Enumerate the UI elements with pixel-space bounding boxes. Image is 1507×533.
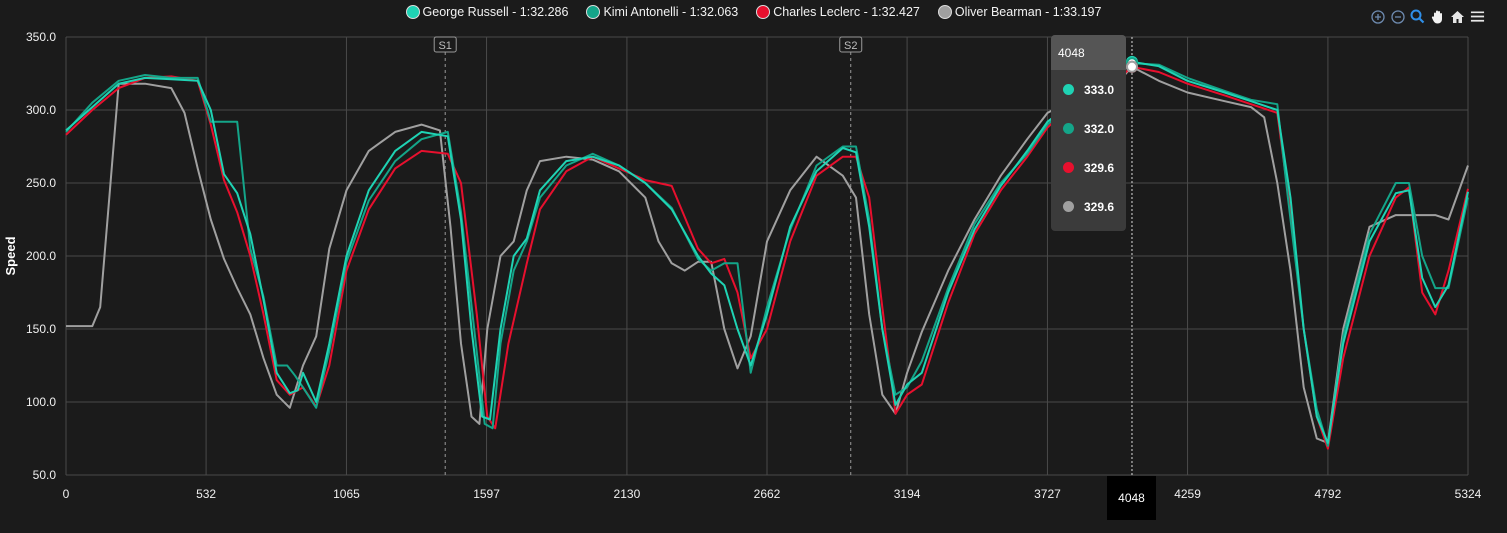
tooltip-row-antonelli: 332.0 xyxy=(1051,109,1126,148)
tooltip-value-leclerc: 329.6 xyxy=(1084,160,1115,175)
x-tick-label: 3727 xyxy=(1034,487,1061,501)
x-tick-label: 2130 xyxy=(614,487,641,501)
y-tick-label: 100.0 xyxy=(26,395,56,409)
legend-dot-russell xyxy=(405,5,420,19)
x-tick-label: 2662 xyxy=(754,487,781,501)
tooltip-value-bearman: 329.6 xyxy=(1084,199,1115,214)
tooltip-row-leclerc: 329.6 xyxy=(1051,148,1126,187)
pan-hand-icon[interactable] xyxy=(1430,9,1445,24)
y-tick-label: 350.0 xyxy=(26,30,56,44)
tooltip-row-bearman: 329.6 xyxy=(1051,187,1126,226)
x-tick-label: 1065 xyxy=(333,487,360,501)
tooltip-row-russell: 333.0 xyxy=(1051,70,1126,109)
sector-marker-label: S2 xyxy=(844,40,857,52)
tooltip-value-antonelli: 332.0 xyxy=(1084,121,1115,136)
menu-icon[interactable] xyxy=(1470,9,1485,24)
x-tick-label: 532 xyxy=(196,487,216,501)
y-axis-label: Speed xyxy=(3,236,18,275)
cursor-marker-3 xyxy=(1125,60,1138,73)
tooltip-dot-antonelli xyxy=(1063,123,1074,134)
sector-marker-box xyxy=(433,36,457,53)
legend-dot-bearman xyxy=(937,5,952,19)
y-tick-label: 300.0 xyxy=(26,103,56,117)
tooltip-dot-leclerc xyxy=(1063,162,1074,173)
legend-dot-leclerc xyxy=(756,5,771,19)
legend-label-antonelli: Kimi Antonelli - 1:32.063 xyxy=(603,5,739,19)
home-reset-icon[interactable] xyxy=(1450,9,1465,24)
legend-label-bearman: Oliver Bearman - 1:33.197 xyxy=(954,5,1102,19)
y-tick-label: 200.0 xyxy=(26,249,56,263)
crosshair-x-label: 4048 xyxy=(1107,476,1156,520)
x-tick-label: 4792 xyxy=(1315,487,1342,501)
legend-dot-antonelli xyxy=(586,5,601,19)
legend-label-russell: George Russell - 1:32.286 xyxy=(422,5,569,19)
series-line-0 xyxy=(65,60,1469,444)
x-tick-label: 3194 xyxy=(894,487,921,501)
zoom-out-icon[interactable] xyxy=(1390,9,1405,24)
x-tick-label: 0 xyxy=(63,487,70,501)
zoom-select-icon[interactable] xyxy=(1410,9,1425,24)
sector-marker-box xyxy=(839,36,863,53)
crosshair-tooltip: 4048 333.0 332.0 329.6 329.6 xyxy=(1051,35,1126,231)
x-tick-label: 5324 xyxy=(1455,487,1482,501)
chart-toolbar xyxy=(1370,9,1485,24)
legend: George Russell - 1:32.286 Kimi Antonelli… xyxy=(0,5,1507,19)
series-line-3 xyxy=(66,65,1469,444)
legend-item-russell[interactable]: George Russell - 1:32.286 xyxy=(405,5,569,19)
series-line-1 xyxy=(65,62,1469,447)
legend-label-leclerc: Charles Leclerc - 1:32.427 xyxy=(773,5,920,19)
tooltip-dot-russell xyxy=(1063,84,1074,95)
y-tick-label: 150.0 xyxy=(26,322,56,336)
tooltip-value-russell: 333.0 xyxy=(1084,82,1115,97)
x-tick-label: 4259 xyxy=(1174,487,1201,501)
tooltip-header: 4048 xyxy=(1051,35,1126,70)
legend-item-antonelli[interactable]: Kimi Antonelli - 1:32.063 xyxy=(586,5,738,19)
legend-item-bearman[interactable]: Oliver Bearman - 1:33.197 xyxy=(937,5,1102,19)
y-tick-label: 50.0 xyxy=(33,468,57,482)
legend-item-leclerc[interactable]: Charles Leclerc - 1:32.427 xyxy=(756,5,920,19)
x-tick-label: 1597 xyxy=(473,487,500,501)
y-tick-label: 250.0 xyxy=(26,176,56,190)
zoom-in-icon[interactable] xyxy=(1370,9,1385,24)
sector-marker-label: S1 xyxy=(438,40,451,52)
tooltip-dot-bearman xyxy=(1063,201,1074,212)
